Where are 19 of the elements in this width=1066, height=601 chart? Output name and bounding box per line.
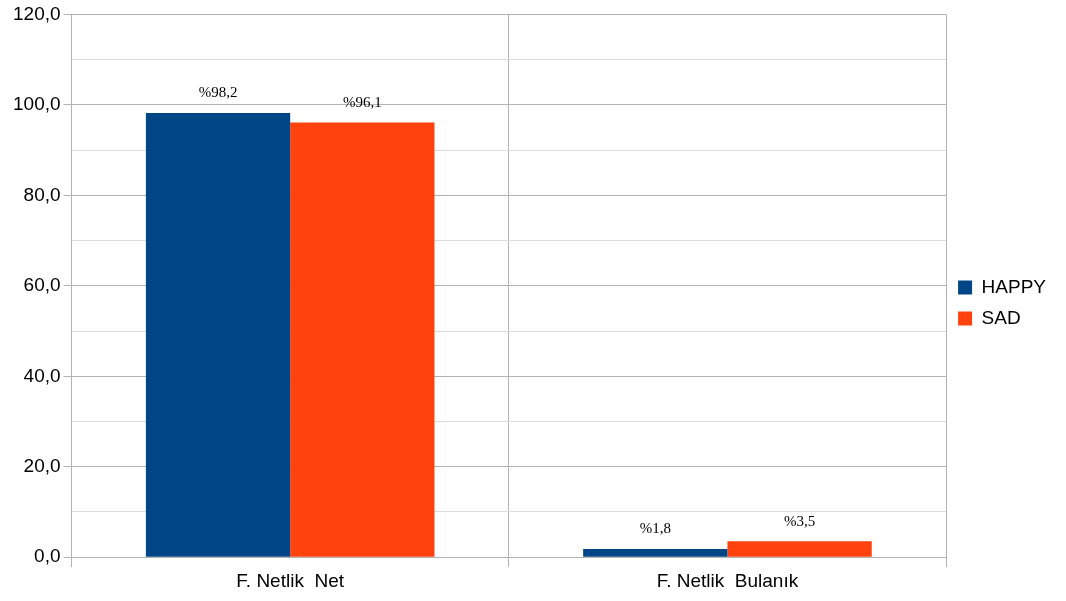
bar	[727, 541, 872, 557]
legend-label: HAPPY	[981, 275, 1047, 297]
y-tick-label: 80,0	[23, 183, 61, 205]
data-label: %1,8	[639, 520, 671, 537]
y-tick-label: 60,0	[23, 274, 61, 296]
x-tick-label: F. Netlik Net	[236, 569, 345, 591]
data-label: %3,5	[783, 512, 816, 529]
y-tick-label: 0,0	[34, 545, 61, 567]
bar	[145, 113, 291, 557]
x-tick-label: F. Netlik Bulanık	[656, 569, 799, 591]
y-tick-label: 20,0	[23, 454, 61, 476]
y-tick-label: 40,0	[23, 364, 61, 386]
data-label: %98,2	[198, 84, 238, 101]
bar	[290, 122, 435, 557]
data-label: %96,1	[342, 93, 382, 110]
y-tick-label: 100,0	[13, 93, 61, 115]
legend-label: SAD	[981, 306, 1021, 328]
bar	[583, 549, 728, 557]
y-tick-label: 120,0	[13, 2, 61, 24]
